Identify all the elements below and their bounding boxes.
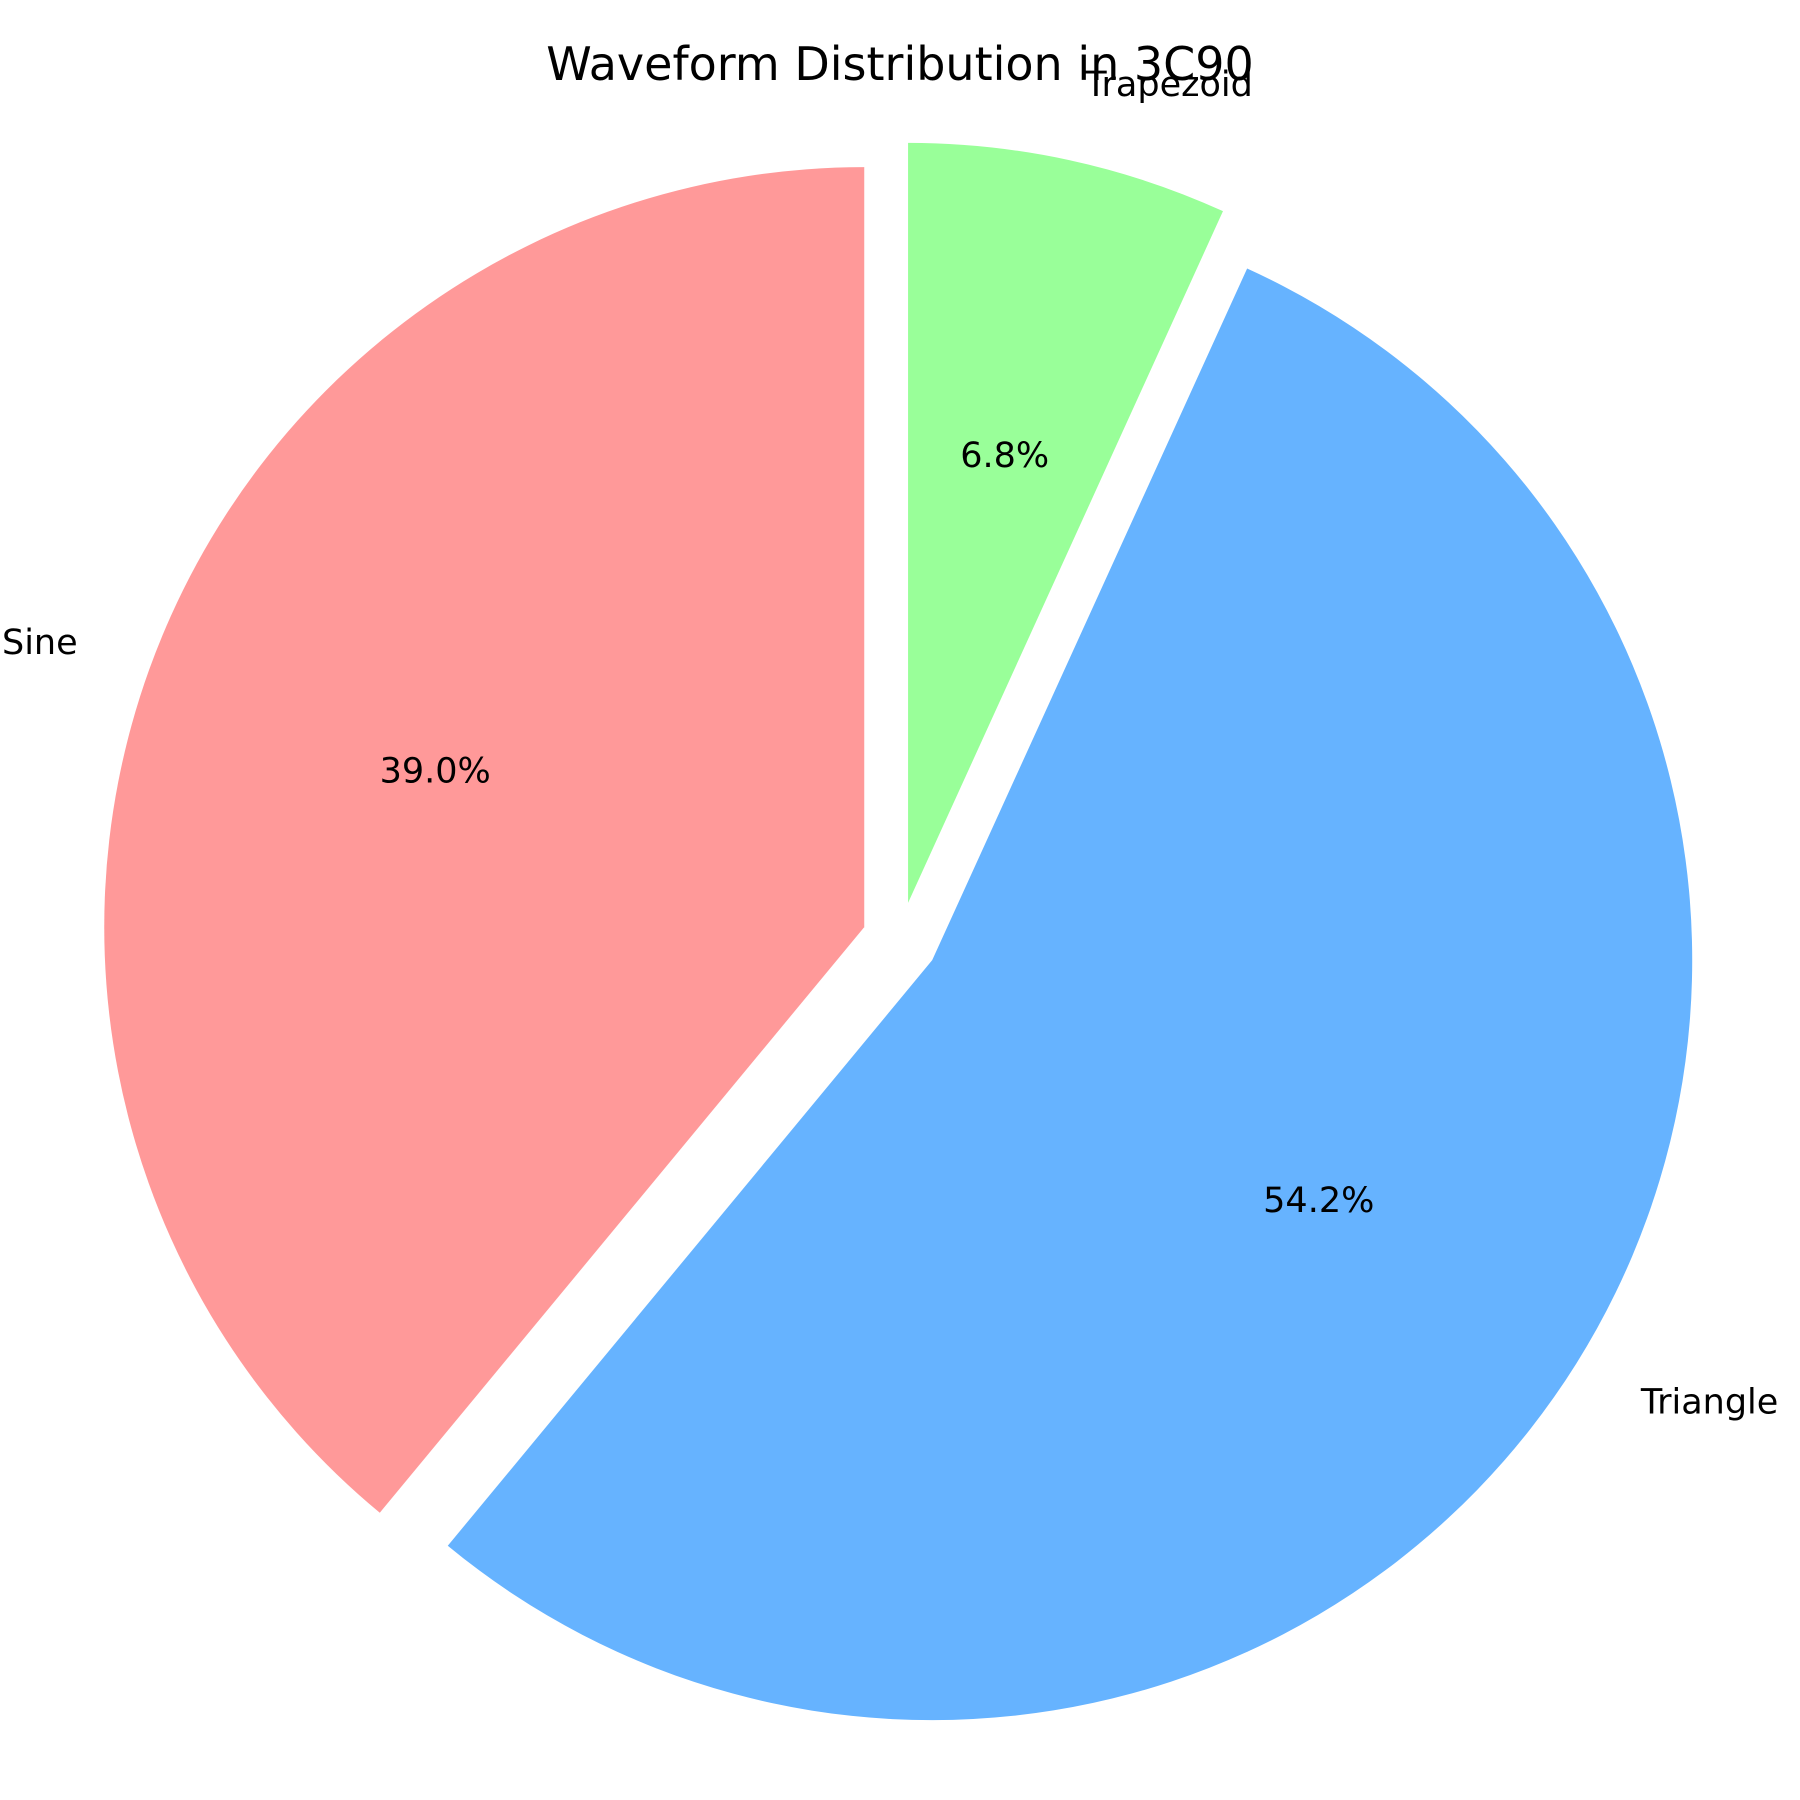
pie-slice-sine [104,167,865,1513]
slice-percent-sine: 39.0% [380,752,491,792]
pie-slice-triangle [447,268,1693,1721]
slice-label-sine: Sine [2,623,78,663]
slice-percent-trapezoid: 6.8% [960,436,1049,476]
pie-slices [104,142,1693,1721]
slice-label-trapezoid: Trapezoid [1084,65,1253,105]
slice-percent-triangle: 54.2% [1263,1181,1374,1221]
pie-labels: Sine 39.0% Triangle 54.2% Trapezoid 6.8% [2,65,1778,1423]
chart-title: Waveform Distribution in 3C90 [546,37,1254,91]
pie-slice-trapezoid [908,142,1223,903]
slice-label-triangle: Triangle [1640,1383,1778,1423]
